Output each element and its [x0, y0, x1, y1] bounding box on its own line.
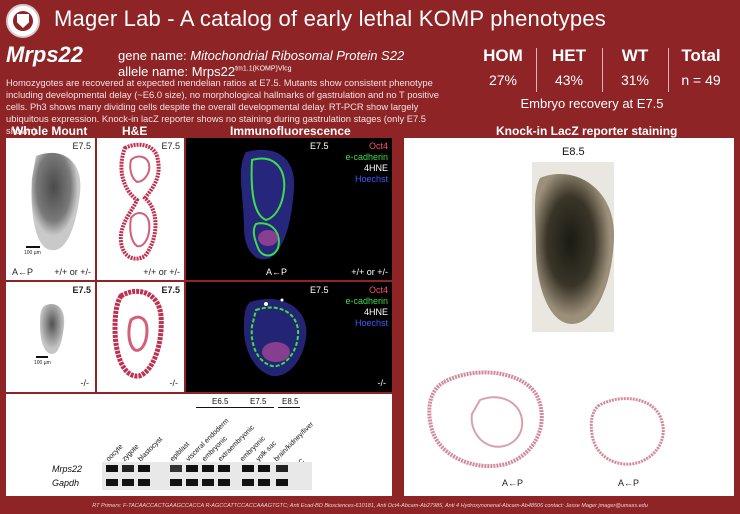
marker-oct4: Oct4	[368, 141, 388, 151]
whole-mount-mutant-panel: E7.5 100 µm -/-	[6, 282, 95, 392]
axis-label: A←P	[12, 267, 34, 277]
if-control-panel: E7.5 Oct4 e-cadherin 4HNE Hoechst A←P +/…	[186, 138, 392, 280]
gel-row-mrps22: Mrps22	[52, 464, 83, 474]
he-control-section	[118, 142, 161, 261]
lacz-images	[427, 162, 665, 469]
stat-het: HET 43%	[552, 46, 586, 88]
umass-seal-logo	[6, 4, 40, 38]
stat-total: Total n = 49	[681, 46, 721, 88]
gene-name-label: gene name:	[118, 48, 187, 63]
allele-name-label: allele name:	[118, 64, 189, 79]
gene-symbol: Mrps22	[6, 42, 84, 67]
rt-pcr-gel-panel: E6.5 E7.5 E8.5 oocyte zygote blastocyst …	[6, 394, 392, 496]
lacz-panel: E8.5 A←P A←P	[404, 138, 734, 496]
gene-name-line: gene name: Mitochondrial Ribosomal Prote…	[118, 48, 404, 63]
marker-hoechst: Hoechst	[354, 174, 388, 184]
heading-whole-mount: Whole Mount	[12, 124, 88, 138]
phenotype-description: Homozygotes are recovered at expected me…	[6, 77, 439, 136]
recovery-caption: Embryo recovery at E7.5	[520, 96, 664, 111]
marker-ecadherin: e-cadherin	[345, 152, 388, 162]
if-control-image	[240, 149, 295, 260]
lacz-stage: E8.5	[562, 146, 585, 158]
allele-name-line: allele name: Mrps22tm1.1(KOMP)Vlcg	[118, 64, 292, 79]
allele-superscript: tm1.1(KOMP)Vlcg	[235, 65, 292, 73]
he-mutant-panel: E7.5 -/-	[97, 282, 184, 392]
he-control-panel: E7.5 +/+ or +/-	[97, 138, 184, 280]
if-mutant-panel: E7.5 Oct4 e-cadherin 4HNE Hoechst -/-	[186, 282, 392, 392]
gel-row-gapdh: Gapdh	[52, 478, 80, 488]
page-title: Mager Lab - A catalog of early lethal KO…	[54, 6, 606, 31]
whole-mount-control-panel: E7.5 100 µm A←P +/+ or +/-	[6, 138, 95, 280]
heading-lacz: Knock-in LacZ reporter staining	[496, 124, 678, 138]
stat-hom: HOM 27%	[483, 46, 523, 88]
heading-he: H&E	[122, 124, 148, 138]
lane-blastocyst: blastocyst	[137, 436, 165, 463]
whole-mount-mutant-embryo	[36, 304, 65, 358]
if-mutant-image	[244, 298, 307, 377]
recovery-stats: HOM 27% HET 43% WT 31% Total n = 49 Embryo r…	[472, 46, 736, 118]
lane-brain-kidney-liver: brain/kidney/liver	[273, 420, 316, 463]
allele-name-value: Mrps22	[191, 64, 236, 79]
whole-mount-control-embryo	[26, 152, 81, 251]
stage-e65: E6.5	[212, 397, 229, 406]
footer-primers: RT Primers: F-TACAACCACTGAAGCCACCA R-AGC…	[92, 503, 648, 509]
gel-bands	[102, 462, 312, 490]
gene-name-value: Mitochondrial Ribosomal Protein S22	[190, 48, 405, 63]
he-mutant-section	[112, 288, 164, 379]
lane-oocyte: oocyte	[105, 443, 125, 463]
heading-immunofluorescence: Immunofluorescence	[230, 124, 351, 138]
stage-e75: E7.5	[250, 397, 267, 406]
stat-wt: WT 31%	[620, 46, 650, 88]
stage-e85: E8.5	[282, 397, 299, 406]
marker-4hne: 4HNE	[363, 163, 388, 173]
